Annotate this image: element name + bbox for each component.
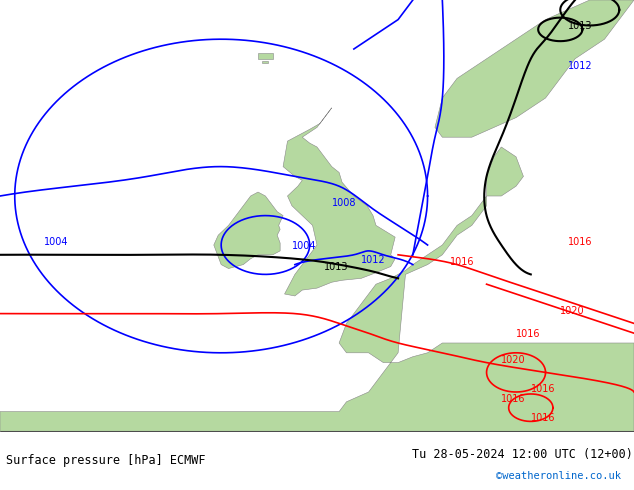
Text: 1020: 1020 (560, 306, 585, 316)
Text: 1012: 1012 (361, 255, 386, 265)
Text: 1016: 1016 (450, 257, 474, 267)
Text: 1013: 1013 (325, 263, 349, 272)
Polygon shape (486, 147, 524, 196)
Text: 1016: 1016 (516, 329, 541, 339)
Text: 1012: 1012 (567, 61, 592, 71)
Text: Surface pressure [hPa] ECMWF: Surface pressure [hPa] ECMWF (6, 454, 206, 467)
Text: ©weatheronline.co.uk: ©weatheronline.co.uk (496, 471, 621, 481)
Text: 1016: 1016 (531, 384, 555, 394)
Text: 1008: 1008 (332, 198, 356, 208)
Polygon shape (214, 192, 283, 269)
Text: 1004: 1004 (44, 237, 68, 247)
Text: 1016: 1016 (501, 394, 526, 404)
Polygon shape (258, 53, 273, 59)
Text: 1016: 1016 (567, 237, 592, 247)
Polygon shape (435, 0, 634, 137)
Text: 1016: 1016 (531, 414, 555, 423)
Polygon shape (283, 108, 395, 296)
Polygon shape (0, 196, 634, 431)
Text: Tu 28-05-2024 12:00 UTC (12+00): Tu 28-05-2024 12:00 UTC (12+00) (412, 448, 633, 461)
Text: 1020: 1020 (501, 355, 526, 365)
Polygon shape (262, 61, 268, 63)
Text: 1013: 1013 (567, 22, 592, 31)
Text: 1004: 1004 (292, 241, 316, 251)
